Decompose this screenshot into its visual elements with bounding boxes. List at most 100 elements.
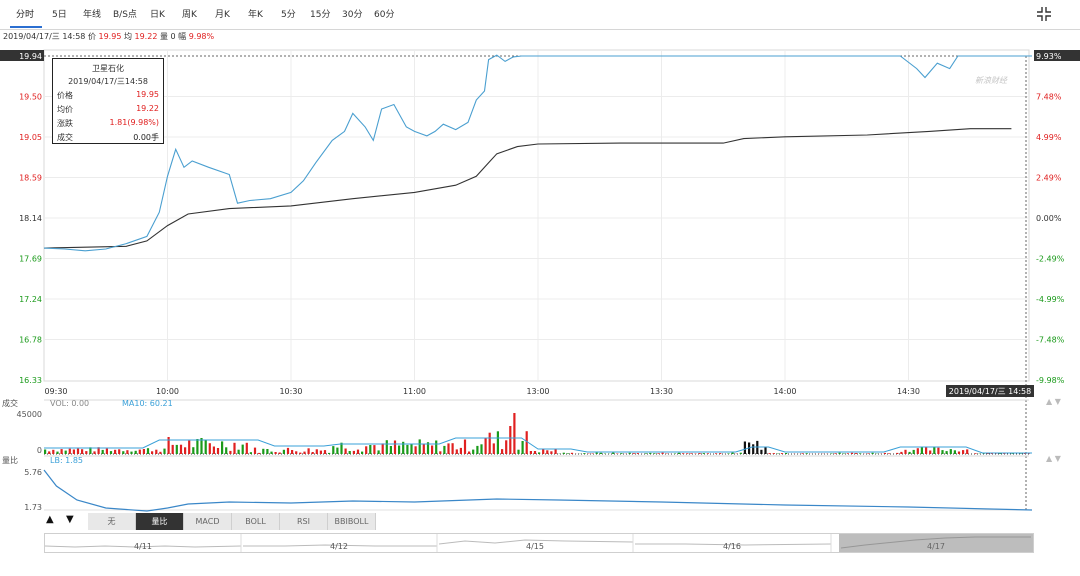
- crosshair-time-label-bg: [946, 385, 1034, 397]
- info-price: 19.95: [98, 32, 122, 41]
- tab-daily-k[interactable]: 日K: [150, 10, 165, 20]
- tab-yearly-k[interactable]: 年K: [248, 10, 263, 20]
- volume-bar: [93, 451, 96, 454]
- volume-bar: [612, 452, 615, 454]
- volume-scroll-controls[interactable]: ▲ ▼: [1046, 397, 1062, 406]
- price-tick-label: 16.78: [19, 336, 42, 345]
- navigator-day-0411[interactable]: 4/11: [134, 542, 152, 551]
- tooltip-label: 涨跌: [57, 119, 73, 128]
- volume-bar: [842, 453, 845, 454]
- volume-bar: [912, 449, 915, 454]
- volume-bar: [56, 451, 59, 454]
- volume-bar: [591, 453, 594, 454]
- time-tick-label: 11:00: [403, 387, 426, 396]
- price-tick-label: 18.59: [19, 174, 42, 183]
- volume-bar: [241, 444, 244, 454]
- volume-bar: [134, 450, 137, 454]
- tooltip-row-avg: 均价 19.22: [57, 104, 159, 115]
- volume-bar: [348, 451, 351, 454]
- volume-bar: [435, 440, 438, 454]
- volume-bar: [406, 444, 409, 454]
- volume-bar: [114, 449, 117, 454]
- indicator-tab-volume-ratio[interactable]: 量比: [136, 513, 184, 530]
- volume-bar: [645, 453, 648, 454]
- indicator-tab-bbiboll[interactable]: BBIBOLL: [328, 513, 376, 530]
- tab-year-line[interactable]: 年线: [83, 10, 102, 20]
- tooltip-value: 19.22: [136, 104, 159, 113]
- navigator-day-0415[interactable]: 4/15: [526, 542, 544, 551]
- volume-bar: [233, 442, 236, 454]
- tab-15min[interactable]: 15分: [310, 10, 331, 20]
- volume-bar: [855, 453, 858, 454]
- volume-bar: [332, 446, 335, 454]
- volume-bar: [402, 441, 405, 454]
- volume-bar: [221, 441, 224, 454]
- volume-bar: [216, 448, 220, 454]
- volume-bar: [830, 453, 833, 454]
- volume-ratio-line: [43, 469, 1033, 512]
- right-tick-highlight: [1034, 50, 1080, 61]
- volume-bar: [496, 431, 499, 454]
- volume-bar: [480, 444, 483, 454]
- volume-bar: [373, 445, 376, 454]
- navigator-day-0412[interactable]: 4/12: [330, 542, 348, 551]
- percent-tick-label: 0.00%: [1036, 214, 1062, 223]
- volume-bar: [146, 448, 150, 454]
- time-tick-label: 10:00: [156, 387, 179, 396]
- volume-bar: [291, 450, 294, 454]
- navigator-day-0417[interactable]: 4/17: [839, 534, 1033, 552]
- volume-bar: [620, 453, 623, 454]
- volume-bar: [60, 449, 63, 454]
- indicator-tab-boll[interactable]: BOLL: [232, 513, 280, 530]
- info-avg: 19.22: [134, 32, 158, 41]
- volume-bar: [410, 443, 413, 454]
- tab-bs-points[interactable]: B/S点: [113, 10, 137, 20]
- tab-30min[interactable]: 30分: [342, 10, 363, 20]
- volume-bar: [175, 444, 178, 454]
- tab-monthly-k[interactable]: 月K: [215, 10, 230, 20]
- price-panel-frame: [43, 49, 1030, 382]
- tab-5min[interactable]: 5分: [281, 10, 296, 20]
- volume-bar: [517, 449, 520, 454]
- volume-bar: [381, 443, 384, 454]
- tab-60min[interactable]: 60分: [374, 10, 395, 20]
- tab-weekly-k[interactable]: 周K: [182, 10, 197, 20]
- indicator-tab-none[interactable]: 无: [88, 513, 136, 530]
- volume-bar: [999, 453, 1002, 454]
- volume-bar: [414, 446, 417, 454]
- indicator-tab-macd[interactable]: MACD: [184, 513, 232, 530]
- volume-bar: [974, 453, 977, 454]
- info-avg-label: 均: [123, 32, 132, 41]
- volume-bar: [904, 449, 907, 454]
- indicator-tab-rsi[interactable]: RSI: [280, 513, 328, 530]
- time-tick-label: 14:00: [773, 387, 796, 396]
- volume-bar: [184, 447, 187, 454]
- time-tick-label: 13:30: [650, 387, 673, 396]
- volume-bar: [686, 453, 689, 454]
- volume-bar: [159, 451, 162, 454]
- volume-bar: [208, 443, 211, 454]
- volume-bar: [328, 452, 331, 454]
- fullscreen-button[interactable]: [1034, 4, 1054, 24]
- volume-bar: [188, 440, 191, 454]
- volume-bar: [937, 447, 940, 454]
- tab-5day[interactable]: 5日: [52, 10, 67, 20]
- volume-vol-text: VOL: 0.00: [50, 399, 89, 408]
- volume-bar: [101, 449, 104, 454]
- volume-bar: [908, 451, 911, 454]
- volume-bar: [706, 453, 709, 454]
- ratio-scroll-controls[interactable]: ▲ ▼: [1046, 454, 1062, 463]
- volume-bar: [887, 453, 891, 454]
- volume-bar: [941, 450, 944, 454]
- tab-intraday[interactable]: 分时: [16, 10, 35, 20]
- volume-bar: [719, 453, 722, 454]
- volume-bar: [68, 448, 71, 454]
- zoom-out-arrow-icon[interactable]: ▼: [66, 514, 74, 525]
- volume-bar: [628, 452, 631, 454]
- zoom-in-arrow-icon[interactable]: ▲: [46, 514, 54, 525]
- volume-tick-max: 45000: [17, 410, 42, 419]
- tooltip-label: 均价: [57, 105, 73, 114]
- navigator-day-0416[interactable]: 4/16: [723, 542, 741, 551]
- volume-tick-zero: 0: [37, 446, 42, 455]
- info-time: 2019/04/17/三 14:58: [3, 32, 86, 41]
